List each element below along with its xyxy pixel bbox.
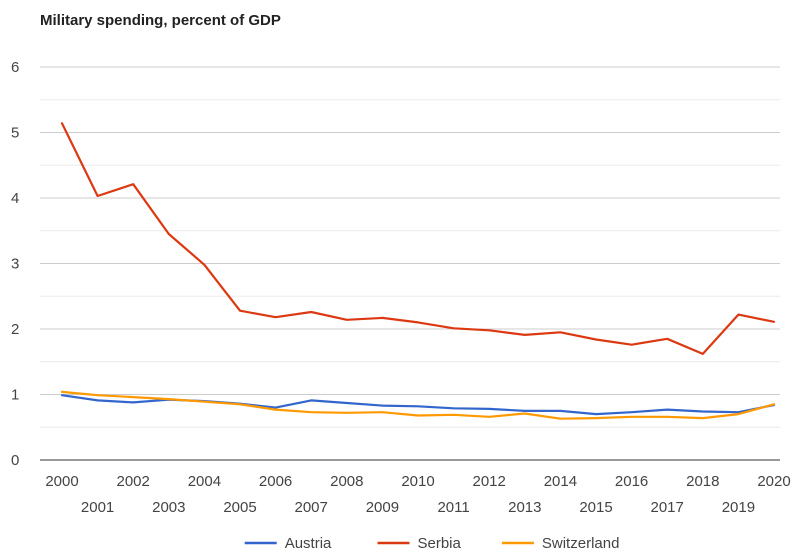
x-tick-label: 2012 [473, 473, 506, 490]
x-tick-label: 2004 [188, 473, 221, 490]
x-tick-label: 2014 [544, 473, 577, 490]
series-line-switzerland [60, 390, 776, 420]
y-tick-label: 2 [11, 321, 19, 338]
x-tick-label: 2017 [651, 499, 684, 516]
x-tick-label: 2020 [757, 473, 790, 490]
legend-label: Serbia [418, 535, 462, 552]
x-tick-label: 2015 [579, 499, 612, 516]
legend-item-switzerland: Switzerland [501, 535, 620, 552]
y-tick-label: 0 [11, 452, 19, 469]
x-tick-label: 2003 [152, 499, 185, 516]
x-tick-label: 2000 [45, 473, 78, 490]
legend-label: Austria [285, 535, 332, 552]
x-tick-label: 2009 [366, 499, 399, 516]
x-tick-label: 2001 [81, 499, 114, 516]
y-tick-label: 1 [11, 387, 19, 404]
x-tick-label: 2008 [330, 473, 363, 490]
y-tick-label: 5 [11, 125, 19, 142]
x-tick-label: 2016 [615, 473, 648, 490]
y-tick-label: 3 [11, 256, 19, 273]
x-tick-label: 2013 [508, 499, 541, 516]
x-tick-label: 2019 [722, 499, 755, 516]
series-line-serbia [60, 122, 776, 355]
legend-item-austria: Austria [244, 535, 332, 552]
legend-item-serbia: Serbia [377, 535, 462, 552]
x-tick-label: 2006 [259, 473, 292, 490]
y-tick-label: 6 [11, 59, 19, 76]
x-tick-label: 2018 [686, 473, 719, 490]
x-tick-label: 2011 [437, 499, 469, 516]
x-tick-label: 2005 [223, 499, 256, 516]
y-tick-label: 4 [11, 190, 19, 207]
x-tick-label: 2002 [117, 473, 150, 490]
x-tick-label: 2007 [295, 499, 328, 516]
chart-title: Military spending, percent of GDP [40, 12, 281, 29]
legend-label: Switzerland [542, 535, 620, 552]
x-tick-label: 2010 [401, 473, 434, 490]
